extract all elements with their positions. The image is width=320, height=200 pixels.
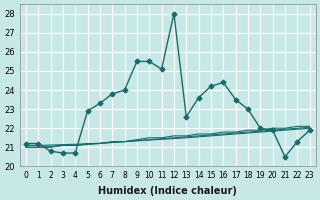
X-axis label: Humidex (Indice chaleur): Humidex (Indice chaleur) (98, 186, 237, 196)
